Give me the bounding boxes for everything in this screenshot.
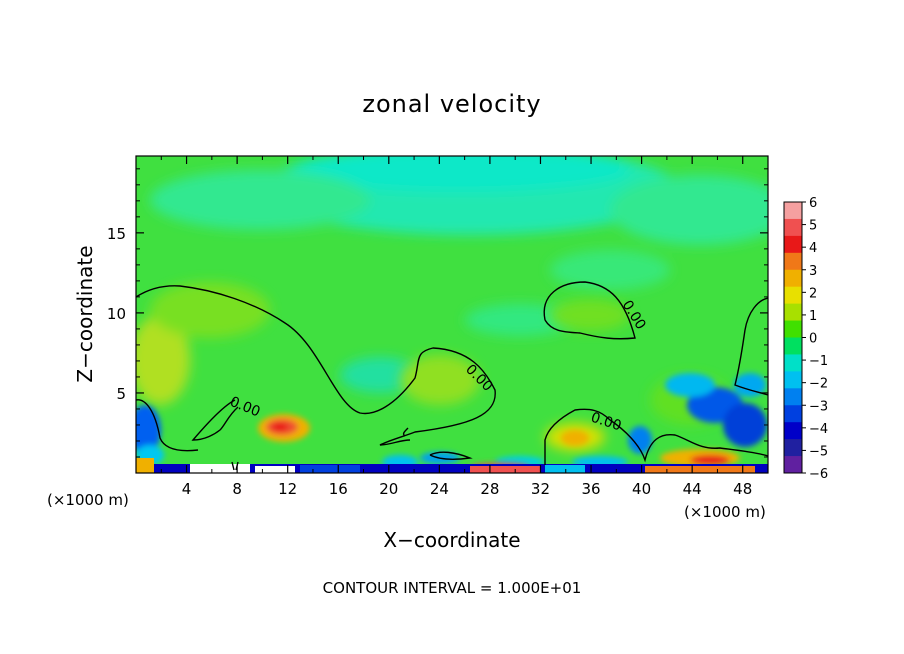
colorbar-swatch	[784, 218, 802, 237]
colorbar: 6 5 4 3 2 1 0 −1 −2 −3 −4 −5 −6	[783, 196, 828, 482]
x-scale-note-left: (×1000 m)	[47, 491, 129, 509]
x-tick-label: 44	[683, 480, 702, 498]
colorbar-tick-label: 1	[809, 309, 817, 324]
colorbar-tick-label: 0	[809, 332, 817, 347]
x-tick-label: 16	[329, 480, 348, 498]
colorbar-swatch	[784, 235, 802, 254]
x-axis-label: X−coordinate	[383, 528, 520, 552]
colorbar-swatch	[784, 202, 802, 220]
zero-contour-lines	[136, 281, 768, 471]
colorbar-tick-label: −5	[809, 444, 828, 459]
chart-title: zonal velocity	[362, 90, 541, 118]
x-axis-ticks: 4 8 12 16 20 24 28 32 36 40 44 48	[160, 156, 769, 498]
x-tick-label: 48	[733, 480, 752, 498]
x-tick-label: 20	[379, 480, 398, 498]
colorbar-tick-label: 2	[809, 286, 817, 301]
colorbar-swatch	[784, 371, 802, 389]
x-tick-label: 36	[581, 480, 600, 498]
x-scale-note-right: (×1000 m)	[684, 503, 766, 521]
contour-interval-note: CONTOUR INTERVAL = 1.000E+01	[323, 579, 582, 597]
colorbar-tick-label: 6	[809, 196, 817, 211]
colorbar-swatch	[784, 456, 802, 474]
colorbar-tick-label: −6	[809, 467, 828, 482]
colorbar-swatch	[784, 405, 802, 423]
colorbar-tick-label: −2	[809, 377, 828, 392]
x-tick-label: 24	[430, 480, 449, 498]
colorbar-swatch	[784, 337, 802, 355]
colorbar-tick-label: −4	[809, 422, 828, 437]
y-tick-label: 10	[107, 305, 126, 323]
x-tick-label: 12	[278, 480, 297, 498]
heatmap-field: 0.00 0.00 0.00 0.00	[136, 156, 768, 473]
y-tick-label: 15	[107, 225, 126, 243]
colorbar-tick-label: 4	[809, 241, 817, 256]
x-tick-label: 8	[232, 480, 242, 498]
y-tick-label: 5	[116, 385, 126, 403]
colorbar-tick-label: 5	[809, 219, 817, 234]
colorbar-swatch	[784, 252, 802, 271]
colorbar-swatch	[784, 388, 802, 406]
y-axis-label: Z−coordinate	[73, 245, 97, 382]
x-tick-label: 40	[632, 480, 651, 498]
colorbar-tick-label: −1	[809, 354, 828, 369]
colorbar-swatch	[784, 286, 802, 305]
y-axis-ticks: 5 10 15	[107, 168, 768, 458]
colorbar-swatch	[784, 320, 802, 338]
colorbar-swatch	[784, 303, 802, 322]
colorbar-swatch	[784, 269, 802, 288]
colorbar-swatch	[784, 354, 802, 372]
colorbar-swatch	[784, 439, 802, 457]
colorbar-tick-label: 3	[809, 264, 817, 279]
x-tick-label: 28	[480, 480, 499, 498]
x-tick-label: 4	[182, 480, 192, 498]
plot-frame	[135, 155, 769, 474]
colorbar-tick-label: −3	[809, 399, 828, 414]
x-tick-label: 32	[531, 480, 550, 498]
colorbar-swatch	[784, 422, 802, 440]
